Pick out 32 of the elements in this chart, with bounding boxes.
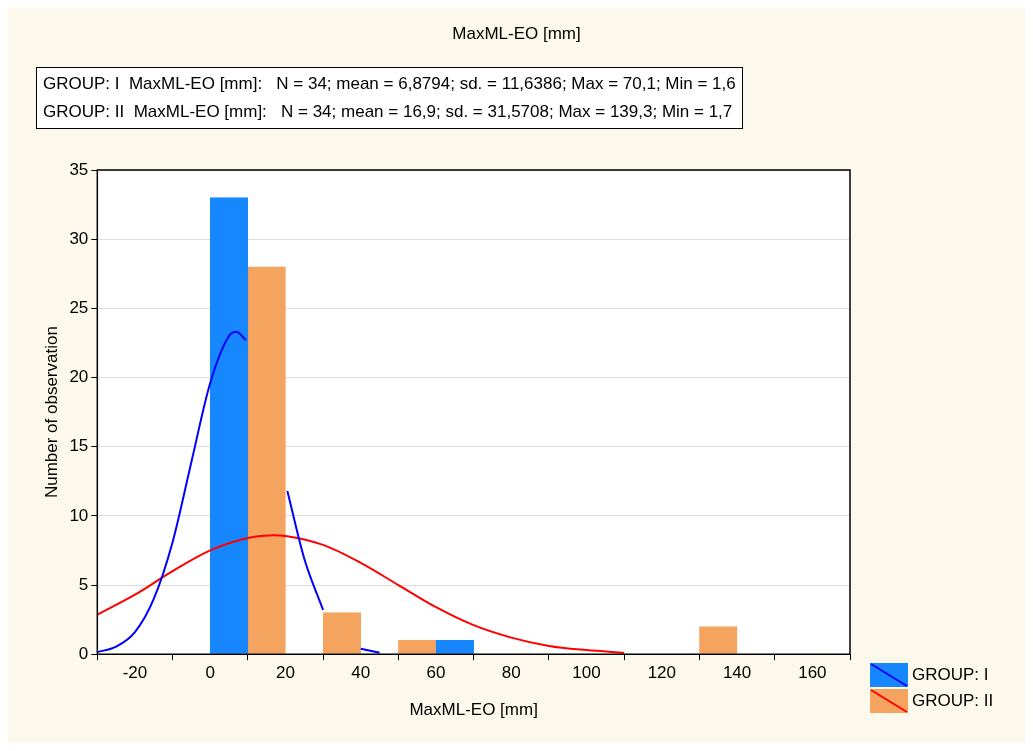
bar bbox=[398, 640, 437, 654]
x-tick-label: 20 bbox=[276, 663, 295, 683]
x-tick-label: 80 bbox=[501, 663, 521, 683]
legend-label: GROUP: I bbox=[912, 665, 989, 685]
y-tick-label: 35 bbox=[69, 159, 89, 179]
chart-title: MaxML-EO [mm] bbox=[451, 24, 582, 44]
x-tick-label: 160 bbox=[798, 663, 827, 683]
x-tick-label: 140 bbox=[722, 663, 752, 683]
bar bbox=[699, 626, 738, 654]
y-tick-label: 0 bbox=[78, 643, 89, 663]
y-tick-label: 10 bbox=[69, 505, 89, 525]
bar bbox=[209, 197, 249, 654]
y-tick-label: 15 bbox=[69, 436, 89, 456]
x-axis-title: MaxML-EO [mm] bbox=[409, 700, 538, 720]
text: GROUP: I MaxML-EO [mm]: N = 34; mean = 6,8794; sd. = 11,6386; Max = 70,1; Min = 1,6 bbox=[43, 73, 736, 95]
line-series bbox=[97, 534, 626, 654]
text: GROUP: II MaxML-EO [mm]: N = 34; mean = 16,9; sd. = 31,5708; Max = 139,3; Min = 1,7 bbox=[43, 101, 734, 123]
x-tick-label: 40 bbox=[351, 663, 371, 683]
legend-label: GROUP: II bbox=[912, 691, 994, 711]
bar bbox=[247, 266, 286, 654]
x-tick-label: 100 bbox=[572, 663, 601, 683]
y-axis-title: Number of observation bbox=[41, 326, 61, 499]
x-tick-label: 60 bbox=[426, 663, 446, 683]
y-tick-label: 30 bbox=[69, 228, 89, 248]
y-tick-label: 25 bbox=[69, 298, 89, 318]
x-tick-label: 0 bbox=[205, 663, 215, 683]
bar bbox=[435, 640, 474, 654]
x-tick-label: -20 bbox=[122, 663, 148, 683]
x-tick-label: 120 bbox=[647, 663, 677, 683]
y-tick-label: 5 bbox=[78, 574, 89, 594]
y-tick-label: 20 bbox=[69, 367, 89, 387]
bar bbox=[322, 612, 362, 654]
